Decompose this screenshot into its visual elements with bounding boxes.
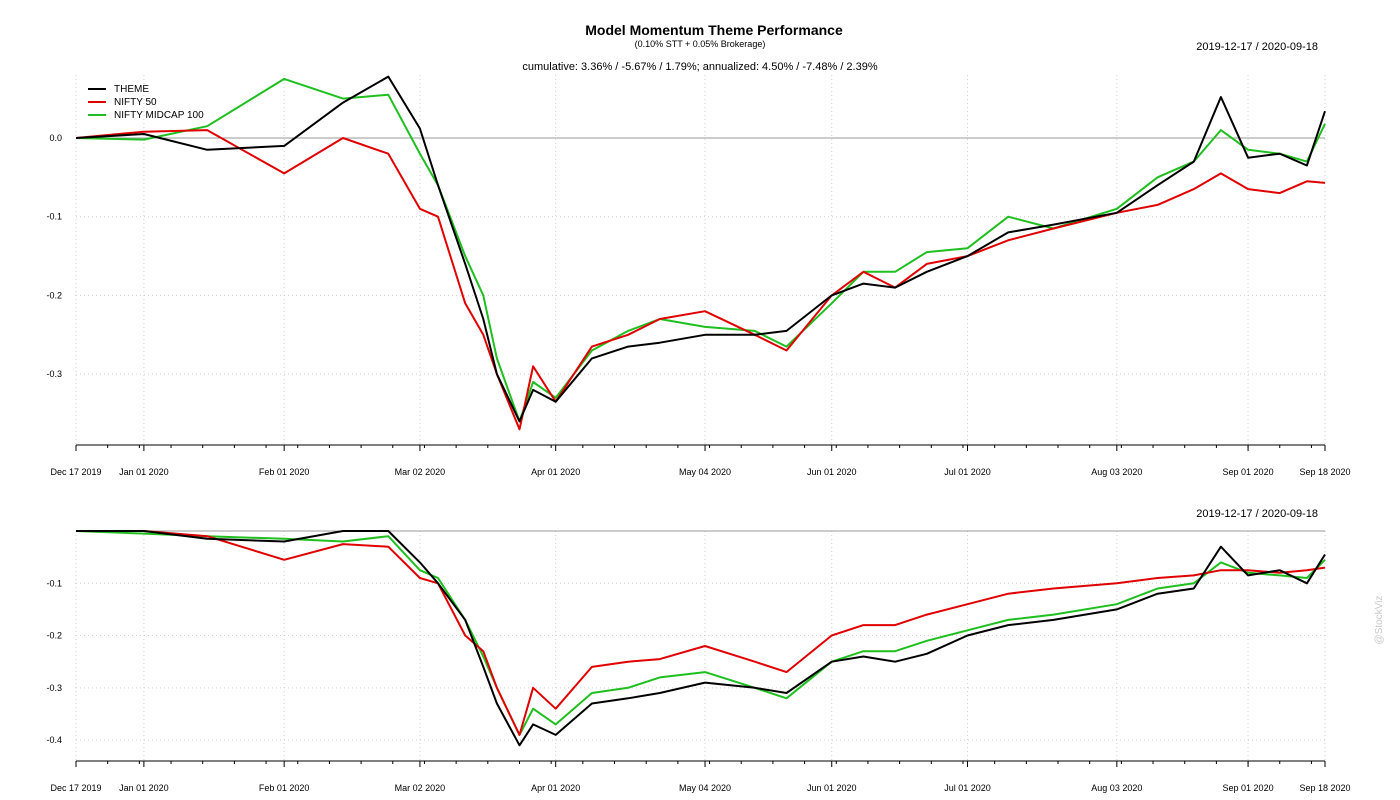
x-tick-label: Aug 03 2020 [1091, 467, 1142, 477]
x-tick-label: Mar 02 2020 [395, 467, 446, 477]
bottom-panel: -0.1 -0.2 -0.3 -0.4 Dec 17 2019 Jan 01 2020 Fe… [46, 530, 1351, 793]
series-line-nifty-50 [75, 129, 1326, 431]
y-tick-label: 0.0 [49, 133, 62, 143]
x-tick-label: Jan 01 2020 [119, 467, 169, 477]
x-tick-label: Apr 01 2020 [531, 467, 580, 477]
x-tick-label: May 04 2020 [679, 467, 731, 477]
x-tick-label: Sep 01 2020 [1223, 467, 1274, 477]
cumulative-stats: cumulative: 3.36% / -5.67% / 1.79%; annu… [522, 61, 877, 73]
legend-label-midcap: NIFTY MIDCAP 100 [114, 110, 204, 121]
top-panel: 0.0 -0.1 -0.2 -0.3 Dec 17 2019 Jan 01 2020 Feb… [46, 75, 1351, 477]
x-tick-label: Jun 01 2020 [807, 467, 857, 477]
top-date-range: 2019-12-17 / 2020-09-18 [1196, 41, 1318, 53]
x-tick-label: Sep 18 2020 [1299, 467, 1350, 477]
series-line-theme [76, 530, 1326, 747]
x-tick-label: Jul 01 2020 [944, 467, 991, 477]
x-tick-label: Feb 01 2020 [259, 783, 310, 793]
x-tick-label: Jul 01 2020 [944, 783, 991, 793]
chart-title: Model Momentum Theme Performance [585, 22, 843, 38]
x-tick-label: Apr 01 2020 [531, 783, 580, 793]
x-tick-label: Feb 01 2020 [259, 467, 310, 477]
series-line-theme [75, 75, 1326, 423]
chart-subtitle: (0.10% STT + 0.05% Brokerage) [635, 39, 766, 49]
series-line-nifty-midcap-100 [75, 77, 1326, 423]
x-tick-label: May 04 2020 [679, 783, 731, 793]
legend: THEME NIFTY 50 NIFTY MIDCAP 100 [88, 84, 204, 121]
y-tick-label: -0.3 [46, 683, 62, 693]
x-tick-label: Jan 01 2020 [119, 783, 169, 793]
legend-label-theme: THEME [114, 84, 149, 95]
watermark: @StockViz [1374, 596, 1385, 645]
x-tick-label: Jun 01 2020 [807, 783, 857, 793]
x-tick-label: Dec 17 2019 [50, 467, 101, 477]
y-tick-label: -0.2 [46, 631, 62, 641]
y-tick-label: -0.2 [46, 290, 62, 300]
y-tick-label: -0.3 [46, 369, 62, 379]
y-tick-label: -0.1 [46, 212, 62, 222]
y-tick-label: -0.4 [46, 735, 62, 745]
y-tick-label: -0.1 [46, 578, 62, 588]
x-tick-label: Dec 17 2019 [50, 783, 101, 793]
x-tick-label: Sep 01 2020 [1223, 783, 1274, 793]
x-tick-label: Aug 03 2020 [1091, 783, 1142, 793]
bottom-date-range: 2019-12-17 / 2020-09-18 [1196, 508, 1318, 520]
x-tick-label: Mar 02 2020 [395, 783, 446, 793]
legend-label-nifty50: NIFTY 50 [114, 97, 157, 108]
x-tick-label: Sep 18 2020 [1299, 783, 1350, 793]
series-line-nifty-midcap-100 [75, 530, 1326, 736]
series-line-nifty-50 [76, 530, 1326, 736]
